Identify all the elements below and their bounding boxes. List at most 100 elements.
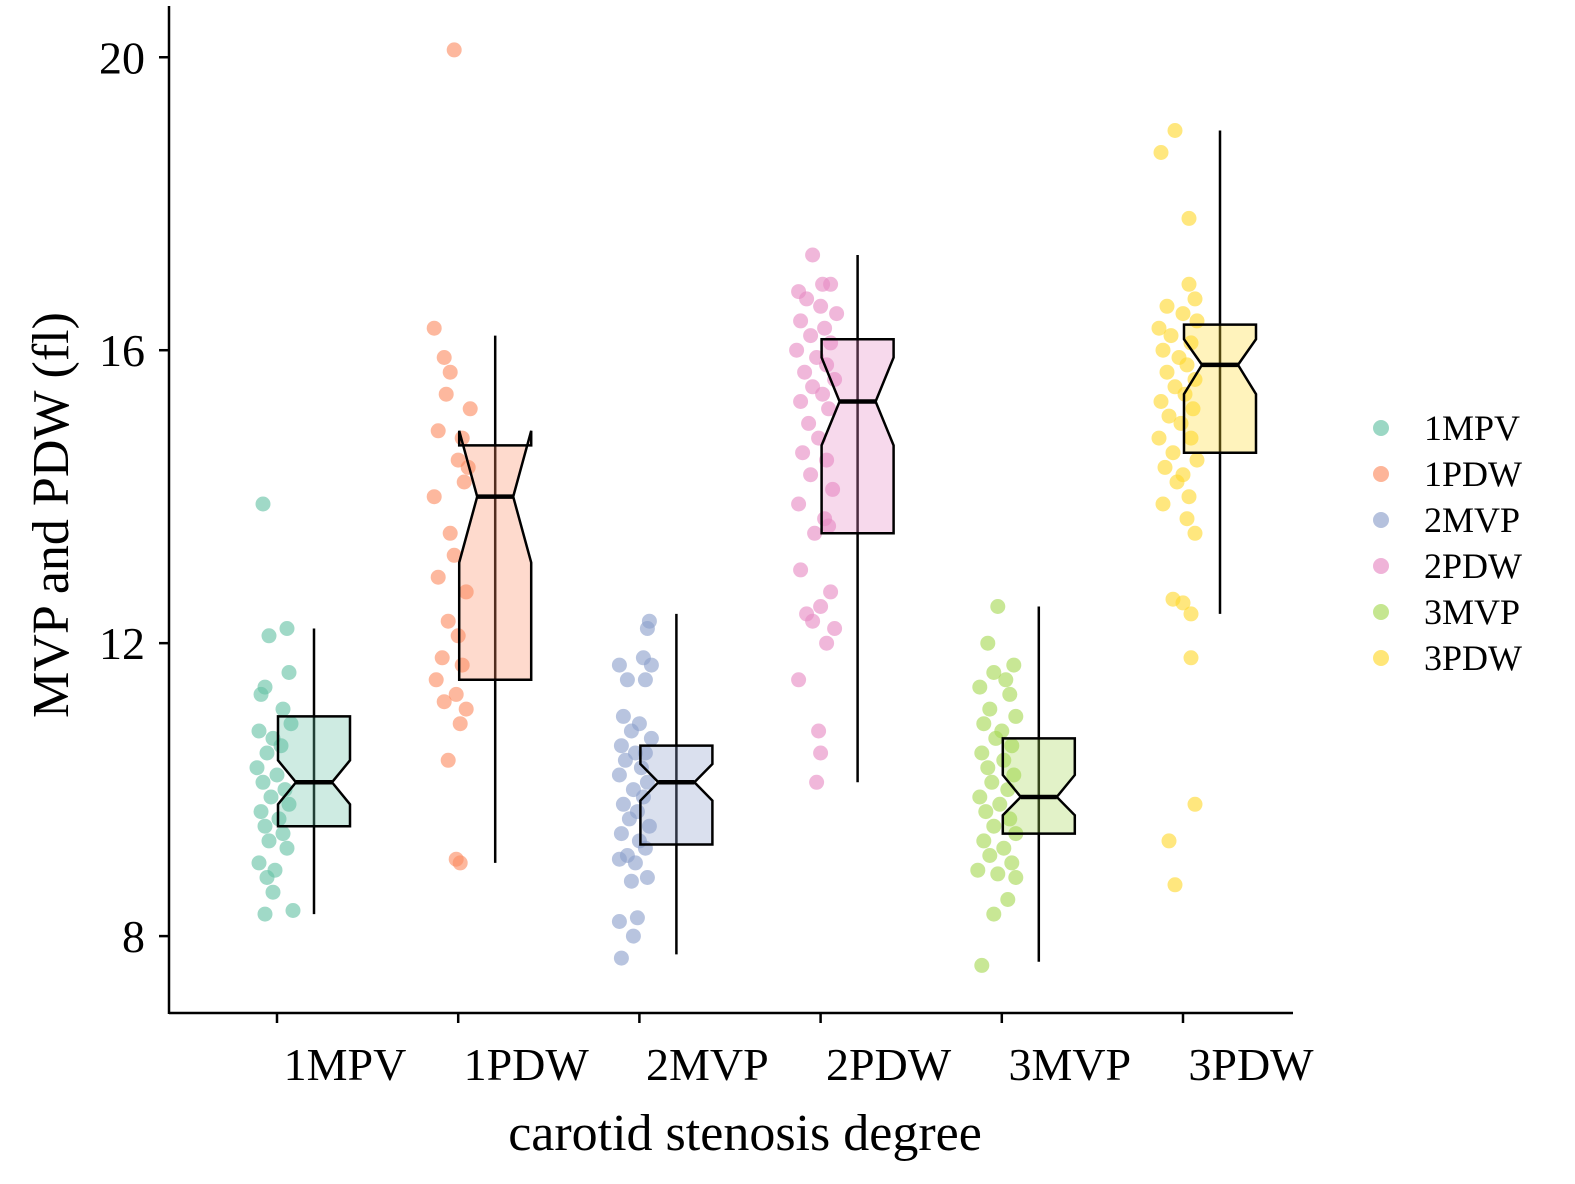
data-point-1MPV bbox=[283, 716, 299, 732]
data-point-2PDW bbox=[805, 247, 821, 263]
data-point-1PDW bbox=[442, 525, 458, 541]
data-point-1MPV bbox=[281, 796, 297, 812]
data-point-1PDW bbox=[430, 423, 446, 439]
data-point-2MVP bbox=[611, 767, 627, 783]
legend-item-2PDW: 2PDW bbox=[1373, 546, 1522, 586]
data-point-1MPV bbox=[249, 760, 265, 776]
data-point-3MVP bbox=[976, 716, 992, 732]
data-point-1MPV bbox=[263, 789, 279, 805]
data-point-2PDW bbox=[793, 313, 809, 329]
data-point-3PDW bbox=[1179, 511, 1195, 527]
data-point-2PDW bbox=[797, 364, 813, 380]
data-point-3PDW bbox=[1185, 401, 1201, 417]
data-point-3PDW bbox=[1183, 650, 1199, 666]
data-point-3MVP bbox=[970, 862, 986, 878]
data-point-1MPV bbox=[279, 621, 295, 636]
data-point-2MVP bbox=[639, 621, 655, 636]
data-point-3MVP bbox=[980, 635, 996, 651]
data-point-2PDW bbox=[823, 276, 839, 292]
data-point-1MPV bbox=[279, 840, 295, 856]
y-axis-title: MVP and PDW (fl) bbox=[23, 312, 80, 718]
legend-label-1MPV: 1MPV bbox=[1424, 408, 1520, 448]
data-point-3PDW bbox=[1167, 123, 1183, 138]
data-point-1PDW bbox=[428, 672, 444, 688]
notched-box-1MPV bbox=[276, 715, 352, 828]
legend-label-3PDW: 3PDW bbox=[1424, 638, 1522, 678]
data-point-1PDW bbox=[440, 752, 456, 768]
data-point-1MPV bbox=[261, 833, 277, 849]
data-point-3PDW bbox=[1175, 306, 1191, 322]
box-2PDW bbox=[820, 255, 895, 783]
legend-label-1PDW: 1PDW bbox=[1424, 454, 1522, 494]
data-point-3PDW bbox=[1183, 335, 1199, 351]
data-point-3MVP bbox=[978, 804, 994, 820]
data-point-1MPV bbox=[251, 855, 267, 871]
data-point-2MVP bbox=[639, 774, 655, 790]
data-point-2PDW bbox=[813, 599, 829, 614]
data-point-2PDW bbox=[821, 401, 837, 417]
data-point-3PDW bbox=[1189, 452, 1205, 468]
data-point-3PDW bbox=[1159, 364, 1175, 380]
legend-key-3MVP bbox=[1373, 604, 1389, 620]
data-point-3MVP bbox=[1008, 708, 1024, 724]
data-point-3MVP bbox=[992, 796, 1008, 812]
data-point-3PDW bbox=[1153, 145, 1169, 160]
data-point-1MPV bbox=[253, 686, 269, 702]
data-point-3PDW bbox=[1155, 342, 1171, 358]
data-point-2PDW bbox=[795, 445, 811, 461]
data-point-1PDW bbox=[434, 650, 450, 666]
data-point-2PDW bbox=[813, 745, 829, 761]
data-point-3PDW bbox=[1187, 525, 1203, 541]
data-point-2MVP bbox=[617, 752, 633, 768]
data-point-1PDW bbox=[452, 855, 468, 871]
data-point-3MVP bbox=[982, 701, 998, 717]
data-point-3MVP bbox=[996, 840, 1012, 856]
data-point-3PDW bbox=[1181, 489, 1197, 505]
legend-item-1MPV: 1MPV bbox=[1373, 408, 1520, 448]
data-point-3MVP bbox=[976, 833, 992, 849]
data-point-2MVP bbox=[637, 672, 653, 688]
data-point-3PDW bbox=[1155, 496, 1171, 512]
data-point-2MVP bbox=[615, 708, 631, 724]
data-point-3PDW bbox=[1179, 357, 1195, 373]
data-point-2PDW bbox=[801, 415, 817, 431]
notched-box-1PDW bbox=[457, 430, 533, 682]
data-point-2PDW bbox=[811, 723, 827, 739]
data-point-3MVP bbox=[972, 789, 988, 805]
data-point-2MVP bbox=[623, 723, 639, 739]
data-point-3MVP bbox=[990, 866, 1006, 882]
legend-key-2MVP bbox=[1373, 512, 1389, 528]
data-point-1PDW bbox=[440, 613, 456, 629]
legend-label-2PDW: 2PDW bbox=[1424, 546, 1522, 586]
x-tick-label-2PDW: 2PDW bbox=[826, 1039, 952, 1090]
data-point-2PDW bbox=[823, 584, 839, 600]
data-point-1PDW bbox=[436, 350, 452, 365]
x-tick-label-3MVP: 3MVP bbox=[1008, 1039, 1131, 1090]
x-axis-title: carotid stenosis degree bbox=[508, 1105, 982, 1162]
data-point-2MVP bbox=[613, 738, 629, 754]
data-point-2PDW bbox=[803, 467, 819, 483]
data-point-3PDW bbox=[1183, 606, 1199, 622]
data-point-1MPV bbox=[281, 665, 297, 680]
data-point-2PDW bbox=[825, 481, 841, 497]
x-tick-label-1PDW: 1PDW bbox=[464, 1039, 590, 1090]
data-point-2PDW bbox=[827, 621, 843, 636]
y-tick-label-12: 12 bbox=[99, 618, 145, 669]
data-point-3PDW bbox=[1165, 445, 1181, 461]
data-point-3PDW bbox=[1181, 276, 1197, 292]
data-point-2PDW bbox=[791, 672, 807, 688]
data-point-3MVP bbox=[986, 665, 1002, 680]
data-point-1MPV bbox=[259, 870, 275, 885]
axes-layer bbox=[167, 6, 1293, 1015]
y-ticks-layer: 8 12 16 20 bbox=[99, 32, 169, 962]
data-point-3PDW bbox=[1163, 328, 1179, 344]
data-point-1MPV bbox=[255, 774, 271, 790]
data-point-3MVP bbox=[980, 760, 996, 776]
legend-item-3PDW: 3PDW bbox=[1373, 638, 1522, 678]
data-point-1PDW bbox=[446, 547, 462, 563]
data-point-3PDW bbox=[1161, 833, 1177, 849]
legend-key-2PDW bbox=[1373, 558, 1389, 574]
data-point-3MVP bbox=[986, 818, 1002, 834]
data-point-1MPV bbox=[257, 906, 273, 922]
data-point-2PDW bbox=[817, 320, 833, 336]
